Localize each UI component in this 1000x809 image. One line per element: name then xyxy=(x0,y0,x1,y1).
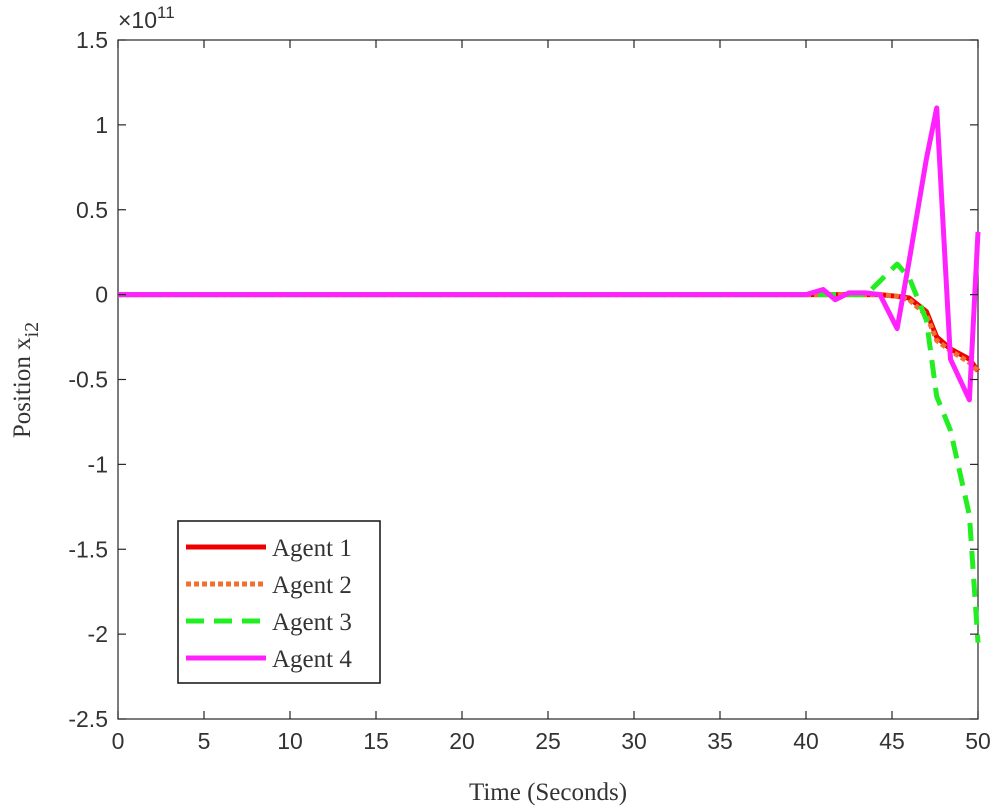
y-tick-label: -2 xyxy=(88,621,108,647)
y-tick-label: 0 xyxy=(95,282,108,308)
x-tick-label: 25 xyxy=(535,728,561,754)
y-tick-label: 0.5 xyxy=(76,197,108,223)
y-tick-label: -0.5 xyxy=(68,367,108,393)
y-axis-label-subscript: i2 xyxy=(21,322,43,338)
x-tick-label: 30 xyxy=(621,728,647,754)
y-tick-label: -1 xyxy=(88,451,108,477)
x-tick-label: 5 xyxy=(198,728,211,754)
y-tick-label: -2.5 xyxy=(68,706,108,732)
y-multiplier-exponent: 11 xyxy=(157,3,175,22)
y-multiplier: ×1011 xyxy=(118,3,175,33)
y-axis-label: Position xi2 xyxy=(9,322,43,438)
x-tick-label: 20 xyxy=(449,728,475,754)
legend-label: Agent 2 xyxy=(272,572,352,599)
x-tick-label: 45 xyxy=(879,728,905,754)
x-tick-label: 50 xyxy=(965,728,991,754)
x-tick-label: 40 xyxy=(793,728,819,754)
marks xyxy=(118,105,981,643)
legend-label: Agent 4 xyxy=(272,646,352,673)
x-tick-label: 15 xyxy=(363,728,389,754)
x-tick-label: 10 xyxy=(277,728,303,754)
y-tick-label: 1 xyxy=(95,112,108,138)
x-axis-label: Time (Seconds) xyxy=(469,779,627,806)
y-multiplier-base: ×10 xyxy=(118,7,157,33)
legend-label: Agent 1 xyxy=(272,535,352,562)
x-tick-label: 35 xyxy=(707,728,733,754)
y-axis-label-main: Position x xyxy=(9,337,36,438)
series-line xyxy=(118,261,981,643)
legend: Agent 1 Agent 2 Agent 3 Agent 4 xyxy=(177,520,381,684)
x-tick-label: 0 xyxy=(112,728,125,754)
series-line xyxy=(118,105,981,403)
y-tick-label: -1.5 xyxy=(68,536,108,562)
legend-label: Agent 3 xyxy=(272,609,352,636)
y-tick-label: 1.5 xyxy=(76,27,108,53)
